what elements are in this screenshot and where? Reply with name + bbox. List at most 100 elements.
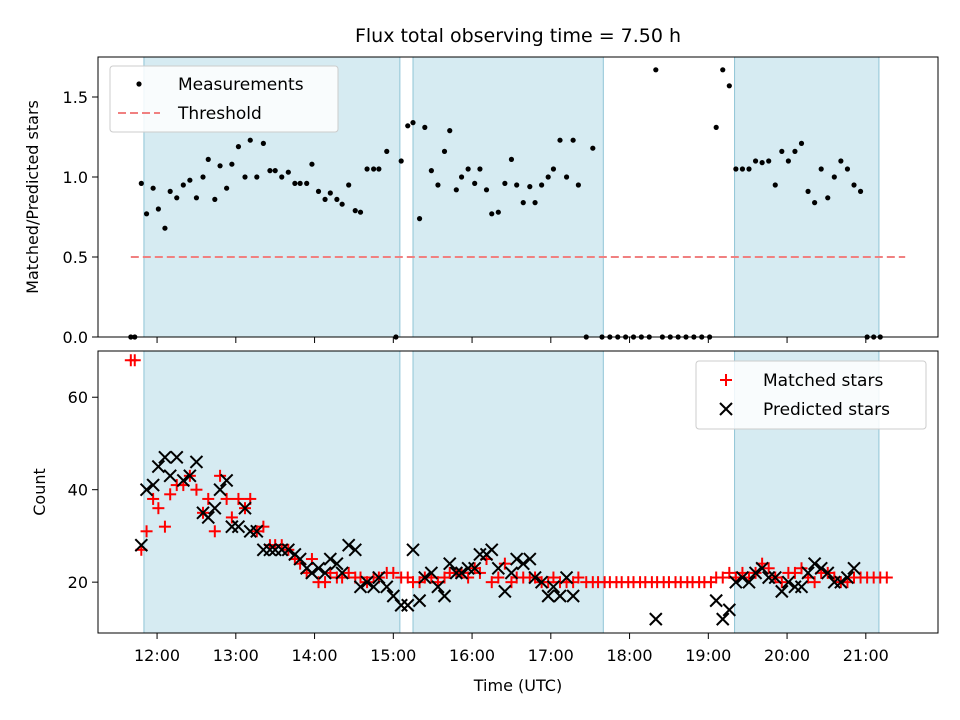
measurement-point <box>844 166 851 172</box>
measurement-point <box>212 196 218 202</box>
predicted-star-point <box>768 570 782 585</box>
top-x-ticks <box>156 337 867 343</box>
measurement-point <box>550 166 557 172</box>
bottom-y-ticks: 20 40 60 <box>68 388 98 592</box>
predicted-star-point <box>504 566 519 580</box>
predicted-star-point <box>485 543 499 557</box>
measurement-point <box>726 83 732 89</box>
measurement-point <box>739 166 746 172</box>
predicted-star-point <box>649 612 663 626</box>
measurement-point <box>779 148 785 154</box>
matched-star-point <box>354 571 367 584</box>
measurement-point <box>441 148 448 154</box>
predicted-stars-layer <box>134 450 861 626</box>
measurement-point <box>818 166 824 172</box>
measurement-point <box>150 185 156 191</box>
measurement-point <box>477 166 483 172</box>
chart-title: Flux total observing time = 7.50 h <box>355 25 681 47</box>
matched-star-point <box>492 571 505 584</box>
measurement-point <box>267 168 273 174</box>
predicted-star-point <box>722 603 737 617</box>
y-tick-label: 20 <box>68 573 88 592</box>
predicted-star-point <box>566 589 580 603</box>
measurement-point <box>315 188 322 194</box>
predicted-star-point <box>814 561 828 575</box>
measurement-point <box>825 195 831 201</box>
measurement-point <box>334 196 340 202</box>
predicted-star-point <box>709 593 723 608</box>
predicted-star-point <box>546 580 561 594</box>
predicted-star-point <box>761 570 776 585</box>
measurement-point <box>713 124 719 130</box>
measurement-point <box>224 185 230 191</box>
matched-star-point <box>485 576 498 589</box>
predicted-star-point <box>170 450 184 465</box>
predicted-star-point <box>509 552 524 566</box>
predicted-star-point <box>275 543 289 557</box>
measurement-point <box>416 216 423 222</box>
matched-star-point <box>319 576 332 589</box>
measurement-point <box>851 182 857 188</box>
predicted-star-point <box>528 570 542 585</box>
observing-window-band <box>412 56 604 338</box>
top-y-ticks: 0.0 0.5 1.0 1.5 <box>63 88 98 347</box>
matched-star-point <box>158 520 171 533</box>
predicted-star-point <box>541 589 555 603</box>
predicted-star-point <box>781 575 796 589</box>
matched-star-point <box>164 488 177 501</box>
measurement-point <box>217 163 223 169</box>
bottom-x-ticks: 12:00 13:00 14:00 15:00 16:00 17:00 18:00 19:00… <box>134 633 889 665</box>
measurement-point <box>155 206 161 212</box>
measurement-point <box>447 128 453 134</box>
predicted-star-point <box>742 575 756 589</box>
top-legend: Measurements Threshold <box>109 65 339 133</box>
measurement-point <box>453 187 459 193</box>
predicted-star-point <box>748 566 763 580</box>
measurement-point <box>465 166 471 172</box>
predicted-star-point <box>341 538 356 552</box>
measurement-point <box>352 208 358 214</box>
measurement-point <box>746 166 752 172</box>
y-tick-label: 1.5 <box>63 88 88 107</box>
predicted-star-point <box>788 580 802 594</box>
predicted-star-point <box>716 612 730 626</box>
measurement-point <box>376 166 382 172</box>
predicted-star-point <box>305 566 319 580</box>
matched-star-point <box>257 520 270 533</box>
y-tick-label: 0.5 <box>63 248 88 267</box>
measurement-point <box>384 148 390 154</box>
measurement-point <box>364 166 370 172</box>
measurement-point <box>502 180 508 186</box>
measurement-point <box>570 137 576 143</box>
top-axes-frame <box>97 56 939 338</box>
measurement-point <box>322 196 328 202</box>
measurement-point <box>653 67 659 73</box>
predicted-star-point <box>219 473 234 488</box>
measurement-point <box>327 190 333 196</box>
measurement-point <box>508 156 515 162</box>
predicted-star-point <box>534 575 549 589</box>
measurement-point <box>174 195 180 201</box>
measurement-point <box>514 182 520 188</box>
bottom-legend: Matched stars Predicted stars <box>695 360 927 430</box>
predicted-star-point <box>401 598 415 612</box>
predicted-star-point <box>491 561 506 575</box>
measurement-point <box>759 160 765 166</box>
x-tick-label: 15:00 <box>370 646 416 665</box>
predicted-star-point <box>134 538 149 552</box>
predicted-star-point <box>348 543 362 557</box>
predicted-star-point <box>394 598 408 612</box>
predicted-star-point <box>176 473 191 488</box>
predicted-star-point <box>335 566 349 580</box>
measurement-point <box>405 123 411 129</box>
top-panel: 0.0 0.5 1.0 1.5 Matched/Predicted stars Mea… <box>23 56 939 347</box>
predicted-star-point <box>454 566 469 580</box>
legend-measurements-label: Measurements <box>178 75 304 95</box>
measurement-point <box>458 174 465 180</box>
matched-star-point <box>795 562 808 575</box>
measurement-point <box>766 158 772 164</box>
matched-star-point <box>214 469 227 482</box>
matched-star-point <box>775 576 788 589</box>
measurement-point <box>435 182 441 188</box>
